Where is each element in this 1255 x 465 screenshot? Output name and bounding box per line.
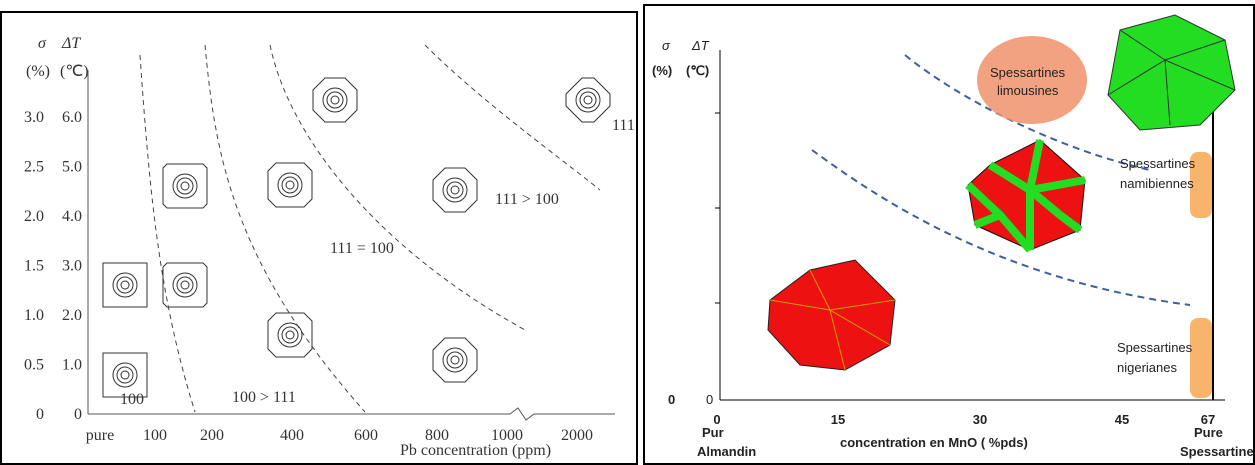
sigma-tick-label: 2.0 bbox=[24, 208, 44, 225]
spiral bbox=[451, 356, 459, 364]
dt-tick-label: 0 bbox=[74, 406, 82, 423]
y-zero: 0 bbox=[706, 392, 713, 407]
x-tick-label: 100 bbox=[143, 427, 167, 444]
sigma-tick-label: 1.5 bbox=[24, 258, 44, 275]
dt-unit: (℃) bbox=[686, 63, 709, 78]
sigma-symbol: σ bbox=[662, 38, 671, 53]
dt-tick-label: 4.0 bbox=[62, 208, 82, 225]
origin-zero: 0 bbox=[668, 392, 675, 407]
left-panel: σ ΔT (%) (℃) 3.0 2.5 2.0 1.5 1.0 0.5 0 6.0 5.0 4.… bbox=[1, 12, 637, 464]
spiral bbox=[584, 96, 592, 104]
left-end-label: Almandin bbox=[697, 444, 756, 459]
crystal bbox=[268, 313, 312, 357]
spiral bbox=[177, 277, 193, 293]
group-label: Spessartines bbox=[1117, 340, 1193, 355]
spiral bbox=[447, 182, 463, 198]
crystal bbox=[433, 168, 477, 212]
sigma-tick-label: 0.5 bbox=[24, 357, 44, 374]
crystal bbox=[566, 78, 610, 122]
spiral bbox=[447, 352, 463, 368]
spiral bbox=[117, 367, 133, 383]
spiral bbox=[282, 177, 298, 193]
spiral bbox=[327, 92, 343, 108]
dt-tick-label: 2.0 bbox=[62, 307, 82, 324]
right-end-label: Pure bbox=[1194, 425, 1223, 440]
spiral bbox=[580, 92, 596, 108]
x-tick-label: 200 bbox=[200, 427, 224, 444]
crystal bbox=[313, 78, 357, 122]
x-tick-label: pure bbox=[86, 427, 114, 444]
crystal bbox=[1108, 15, 1235, 130]
dt-unit: (℃) bbox=[60, 63, 89, 80]
crystal bbox=[103, 263, 147, 307]
x-axis-label: concentration en MnO ( %pds) bbox=[840, 435, 1028, 450]
sigma-unit: (%) bbox=[26, 63, 50, 80]
crystal-sketches bbox=[103, 78, 610, 397]
x-tick-label: 2000 bbox=[561, 427, 593, 444]
sigma-tick-label: 2.5 bbox=[24, 159, 44, 176]
left-end-label: Pur bbox=[702, 425, 724, 440]
group-label: Spessartines bbox=[1120, 156, 1196, 171]
dt-tick-label: 3.0 bbox=[62, 258, 82, 275]
group-label: Spessartines bbox=[990, 65, 1066, 80]
x-tick-label: 30 bbox=[973, 412, 987, 427]
dt-symbol: ΔT bbox=[691, 38, 710, 53]
sigma-tick-label: 0 bbox=[36, 406, 44, 423]
spiral bbox=[181, 281, 189, 289]
crystal bbox=[163, 164, 207, 208]
crystal bbox=[433, 338, 477, 382]
boundary bbox=[140, 55, 195, 412]
sigma-unit: (%) bbox=[652, 63, 672, 78]
x-tick-label: 45 bbox=[1115, 412, 1129, 427]
crystal bbox=[268, 163, 312, 207]
spiral bbox=[331, 96, 339, 104]
spiral bbox=[121, 371, 129, 379]
region-label: 111 > 100 bbox=[495, 191, 559, 208]
x-tick-label: 400 bbox=[280, 427, 304, 444]
spiral bbox=[286, 181, 294, 189]
blob bbox=[977, 36, 1087, 124]
crystal bbox=[163, 263, 207, 307]
right-end-label: Spessartine bbox=[1180, 444, 1254, 459]
group-label: nigerianes bbox=[1117, 360, 1177, 375]
spiral bbox=[117, 277, 133, 293]
boundary bbox=[270, 45, 525, 330]
x-tick-label: 15 bbox=[831, 412, 845, 427]
spiral bbox=[177, 178, 193, 194]
figure: σ ΔT (%) (℃) 3.0 2.5 2.0 1.5 1.0 0.5 0 6.0 5.0 4.… bbox=[0, 0, 1255, 465]
region-label: 100 > 111 bbox=[232, 389, 296, 406]
sigma-tick-label: 1.0 bbox=[24, 307, 44, 324]
boundaries bbox=[140, 45, 600, 412]
x-axis-label: Pb concentration (ppm) bbox=[400, 442, 551, 459]
spiral bbox=[282, 327, 298, 343]
spiral bbox=[286, 331, 294, 339]
x-axis bbox=[88, 408, 615, 420]
spiral bbox=[121, 281, 129, 289]
y-ticks bbox=[715, 113, 720, 303]
dt-tick-label: 6.0 bbox=[62, 109, 82, 126]
sigma-symbol: σ bbox=[38, 35, 47, 52]
panel-border bbox=[1, 12, 637, 464]
spiral bbox=[451, 186, 459, 194]
region-label: 111 bbox=[612, 117, 635, 134]
region-label: 111 = 100 bbox=[330, 240, 394, 257]
dt-tick-label: 1.0 bbox=[62, 357, 82, 374]
spiral bbox=[181, 182, 189, 190]
group-label: limousines bbox=[997, 83, 1059, 98]
sigma-tick-label: 3.0 bbox=[24, 109, 44, 126]
dt-tick-label: 5.0 bbox=[62, 159, 82, 176]
region-label: 100 bbox=[120, 391, 144, 408]
blob bbox=[1190, 318, 1212, 398]
group-label: namibiennes bbox=[1120, 176, 1194, 191]
x-tick-label: 600 bbox=[354, 427, 378, 444]
dt-symbol: ΔT bbox=[61, 35, 81, 52]
